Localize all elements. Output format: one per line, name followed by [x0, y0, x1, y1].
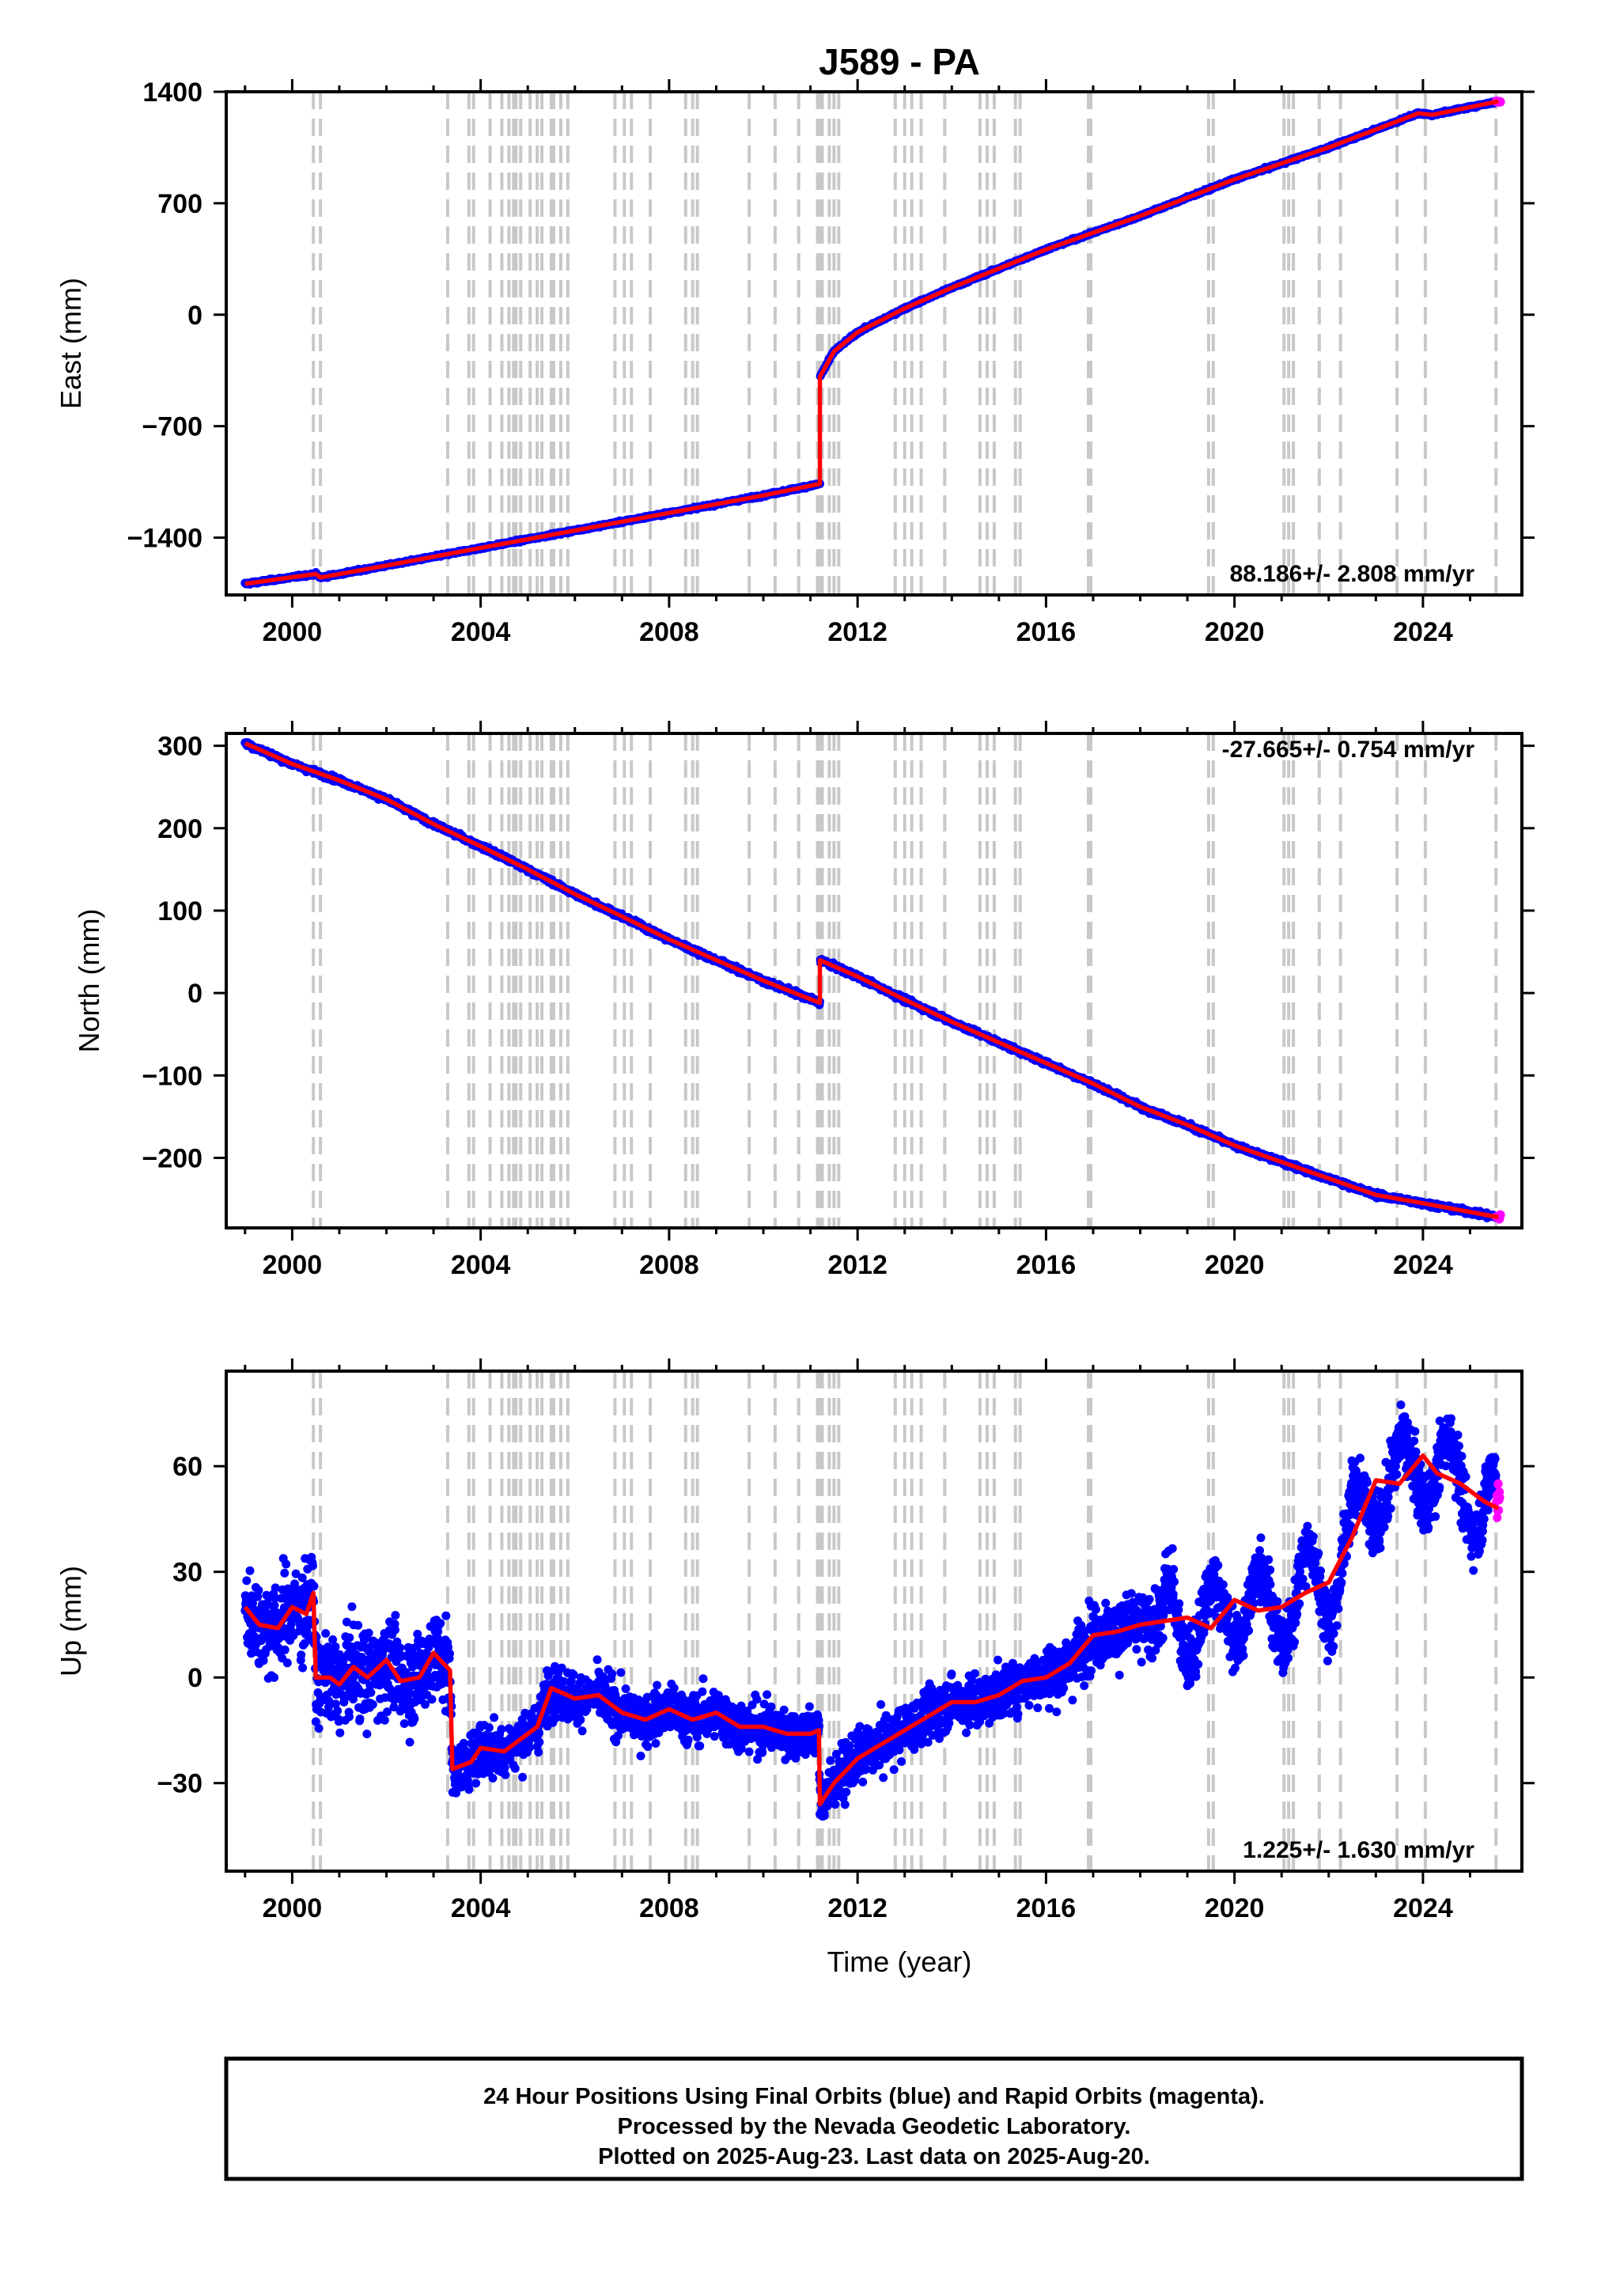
x-tick-label: 2000 [263, 617, 323, 647]
y-tick-label: 0 [187, 301, 202, 331]
y-tick-label: 1400 [142, 78, 202, 108]
y-tick-label: −700 [142, 412, 202, 442]
x-tick-label: 2012 [827, 617, 888, 647]
x-tick-label: 2024 [1393, 617, 1453, 647]
x-tick-label: 2008 [639, 617, 699, 647]
north-data [240, 738, 1505, 1224]
trend-line [244, 99, 1499, 586]
y-tick-label: −1400 [127, 524, 203, 554]
north-step-lines [312, 733, 1498, 1228]
east-y-axis-label: East (mm) [55, 278, 87, 409]
y-tick-label: 700 [157, 189, 202, 219]
x-tick-label: 2016 [1016, 617, 1077, 647]
x-tick-label: 2004 [451, 617, 511, 647]
east-rate-label: 88.186+/- 2.808 mm/yr [1230, 561, 1475, 587]
east-panel: 1400 700 0 −700 −1400 2000 2004 2008 2012 2016 202… [55, 78, 1535, 647]
chart-title: J589 - PA [819, 41, 980, 82]
east-plot-frame [225, 90, 1523, 597]
east-step-lines [312, 92, 1498, 595]
east-data [240, 96, 1505, 589]
x-tick-label: 2020 [1205, 617, 1265, 647]
